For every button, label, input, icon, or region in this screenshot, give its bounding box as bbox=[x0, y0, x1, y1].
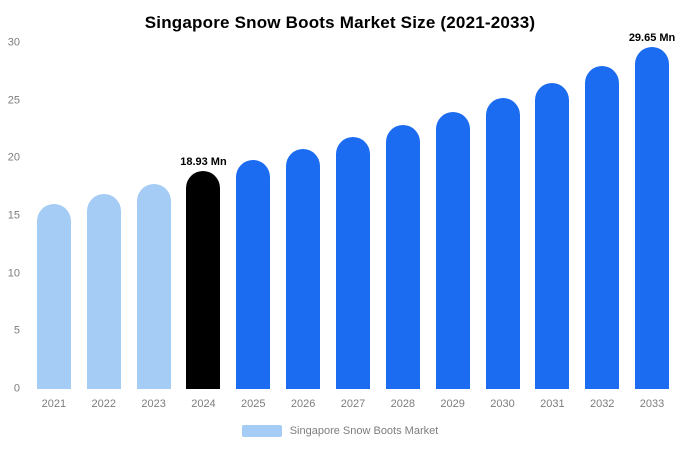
plot-area: 0 5 10 15 20 25 30 18.93 Mn 29.65 Mn bbox=[3, 32, 677, 394]
bar-column-2025 bbox=[228, 43, 278, 389]
y-tick-label-10: 10 bbox=[7, 267, 20, 280]
x-tick-label-2022: 2022 bbox=[91, 398, 116, 410]
bar-value-label-2024: 18.93 Mn bbox=[180, 155, 227, 168]
bar-2030 bbox=[485, 98, 520, 389]
bar-column-2033: 29.65 Mn bbox=[627, 32, 677, 389]
bar-column-2028 bbox=[378, 43, 428, 389]
legend: Singapore Snow Boots Market bbox=[0, 425, 680, 437]
y-tick-label-15: 15 bbox=[7, 209, 20, 222]
x-tick-label-2030: 2030 bbox=[490, 398, 515, 410]
legend-swatch-icon bbox=[241, 425, 282, 437]
x-tick-label-2027: 2027 bbox=[340, 398, 366, 410]
x-tick-label-2033: 2033 bbox=[639, 398, 665, 410]
bar-2029 bbox=[435, 112, 470, 389]
y-tick-label-25: 25 bbox=[7, 94, 20, 107]
x-tick-label-2029: 2029 bbox=[440, 398, 465, 410]
bar-value-label-2033: 29.65 Mn bbox=[628, 31, 676, 44]
x-tick-label-2023: 2023 bbox=[141, 398, 166, 410]
bar-2032 bbox=[585, 66, 620, 389]
bar-column-2029 bbox=[428, 43, 478, 389]
chart-title: Singapore Snow Boots Market Size (2021-2… bbox=[144, 13, 536, 32]
bar-column-2030 bbox=[478, 43, 528, 389]
x-tick-label-2031: 2031 bbox=[540, 398, 565, 410]
legend-label: Singapore Snow Boots Market bbox=[289, 425, 439, 437]
bars-area: 18.93 Mn 29.65 Mn bbox=[29, 32, 677, 389]
x-axis: 2021 2022 2023 2024 2025 2026 2027 2028 2029 2030… bbox=[3, 389, 677, 410]
bar-2025 bbox=[236, 160, 271, 389]
y-tick-label-5: 5 bbox=[13, 324, 20, 337]
bar-2023 bbox=[136, 183, 171, 389]
x-tick-label-2032: 2032 bbox=[589, 398, 615, 410]
bar-2026 bbox=[286, 149, 321, 389]
bar-column-2022 bbox=[79, 43, 129, 389]
bar-column-2026 bbox=[278, 43, 328, 389]
x-tick-label-2024: 2024 bbox=[191, 398, 216, 410]
bar-column-2032 bbox=[577, 43, 627, 389]
x-tick-label-2025: 2025 bbox=[241, 398, 266, 410]
bar-2024 bbox=[186, 170, 221, 389]
bar-2033 bbox=[635, 47, 670, 389]
bar-column-2024: 18.93 Mn bbox=[179, 43, 229, 389]
bar-column-2023 bbox=[129, 43, 179, 389]
bar-2027 bbox=[335, 137, 370, 389]
x-tick-label-2028: 2028 bbox=[390, 398, 416, 410]
bar-column-2027 bbox=[328, 43, 378, 389]
bar-column-2031 bbox=[527, 43, 577, 389]
bar-2028 bbox=[385, 124, 420, 389]
x-tick-label-2026: 2026 bbox=[290, 398, 316, 410]
y-tick-label-30: 30 bbox=[7, 36, 20, 49]
bar-2031 bbox=[535, 83, 570, 389]
x-tick-label-2021: 2021 bbox=[41, 398, 67, 410]
bar-column-2021 bbox=[29, 43, 79, 389]
y-tick-label-20: 20 bbox=[7, 151, 20, 164]
bar-2021 bbox=[36, 203, 71, 389]
y-tick-label-0: 0 bbox=[13, 382, 20, 395]
bar-2022 bbox=[86, 194, 121, 389]
y-axis: 0 5 10 15 20 25 30 bbox=[3, 37, 29, 394]
